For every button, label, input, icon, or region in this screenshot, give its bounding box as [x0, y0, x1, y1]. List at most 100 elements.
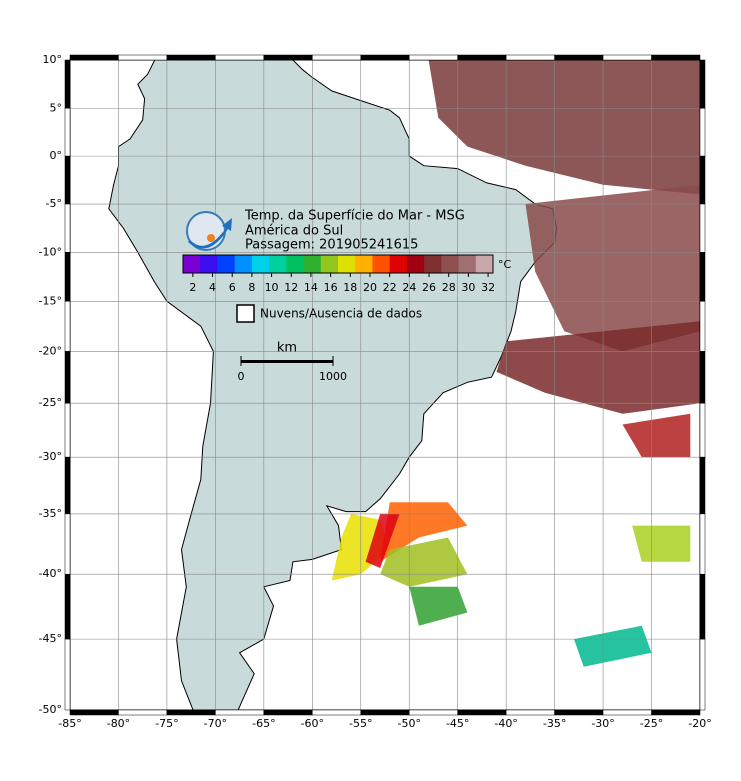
lon-tick-label: -50°	[397, 717, 420, 730]
scale-unit: km	[277, 341, 297, 356]
overlay: Temp. da Superfície do Mar - MSG América…	[39, 53, 712, 730]
colorbar-segment	[475, 255, 494, 273]
colorbar-segment	[458, 255, 477, 273]
sst-patch	[428, 60, 700, 195]
frame-bar	[699, 59, 706, 109]
frame-bar	[64, 402, 71, 458]
lon-tick-label: -85°	[58, 717, 81, 730]
colorbar-tick-label: 32	[481, 281, 495, 294]
frame-bar	[312, 54, 362, 61]
title: Temp. da Superfície do Mar - MSG	[244, 209, 465, 224]
colorbar-tick-label: 10	[265, 281, 279, 294]
frame-bar	[699, 573, 706, 640]
scale-tick-label: 1000	[319, 370, 347, 383]
frame-bar	[651, 709, 701, 716]
frame-bar	[64, 351, 71, 404]
sst-patch	[622, 413, 691, 458]
frame-bar	[699, 155, 706, 205]
lon-tick-label: -65°	[252, 717, 275, 730]
frame-bar	[554, 709, 604, 716]
sst-patch	[525, 184, 700, 352]
sst-patch	[632, 525, 691, 562]
lat-tick-label: 10°	[43, 53, 63, 66]
colorbar-segment	[183, 255, 201, 273]
lat-tick-label: -5°	[46, 197, 62, 210]
colorbar-segment	[200, 255, 218, 273]
frame-bar	[602, 54, 652, 61]
colorbar-tick-label: 20	[363, 281, 377, 294]
subtitle: América do Sul	[245, 224, 343, 239]
frame-bar	[699, 456, 706, 515]
colorbar-segment	[251, 255, 270, 273]
colorbar-segment	[389, 255, 408, 273]
colorbar-tick-label: 12	[284, 281, 298, 294]
colorbar-segment	[406, 255, 425, 273]
lon-tick-label: -20°	[688, 717, 711, 730]
colorbar-unit: °C	[498, 258, 512, 271]
lat-tick-label: -25°	[39, 396, 62, 409]
lat-tick-label: -35°	[39, 507, 62, 520]
sst-patch	[365, 513, 400, 568]
colorbar-tick-label: 16	[324, 281, 338, 294]
colorbar-segment	[320, 255, 339, 273]
frame-bar	[457, 54, 507, 61]
colorbar-segment	[217, 255, 236, 273]
frame-bar	[699, 351, 706, 404]
lon-tick-label: -55°	[349, 717, 372, 730]
colorbar-tick-label: 8	[248, 281, 255, 294]
frame-bar	[360, 709, 410, 716]
colorbar-segment	[286, 255, 305, 273]
frame-bar	[457, 709, 507, 716]
colorbar-tick-label: 24	[402, 281, 416, 294]
colorbar-tick-label: 2	[189, 281, 196, 294]
frame-bar	[64, 155, 71, 205]
frame-bar	[64, 513, 71, 575]
lat-tick-label: -30°	[39, 450, 62, 463]
frame-bar	[505, 54, 555, 61]
frame-bar	[263, 709, 313, 716]
lat-tick-label: -40°	[39, 567, 62, 580]
colorbar-tick-label: 14	[304, 281, 318, 294]
lon-tick-label: -40°	[494, 717, 517, 730]
frame-bar	[64, 59, 71, 109]
frame-bar	[64, 252, 71, 302]
frame-bar	[699, 402, 706, 458]
lat-tick-label: -50°	[39, 703, 62, 716]
no-data-swatch	[236, 304, 255, 323]
no-data-label: Nuvens/Ausencia de dados	[260, 307, 422, 321]
lat-tick-label: -45°	[39, 632, 62, 645]
frame-bar	[64, 301, 71, 352]
colorbar-segment	[424, 255, 442, 273]
frame-bar	[602, 709, 652, 716]
frame-bar	[408, 54, 458, 61]
colorbar-tick-label: 28	[442, 281, 456, 294]
sst-patch	[409, 586, 468, 626]
colorbar-segment	[269, 255, 287, 273]
scale-bar	[241, 360, 333, 363]
frame-bar	[699, 203, 706, 253]
scale-tick-label: 0	[238, 370, 245, 383]
lat-tick-label: 5°	[50, 101, 63, 114]
frame-bar	[215, 709, 265, 716]
frame-bar	[651, 54, 701, 61]
frame-bar	[699, 108, 706, 157]
frame-bar	[64, 573, 71, 640]
frame-bar	[64, 108, 71, 157]
colorbar-segment	[355, 255, 373, 273]
frame-bar	[699, 513, 706, 575]
colorbar-segment	[234, 255, 253, 273]
colorbar-tick-label: 18	[343, 281, 357, 294]
frame-bar	[64, 638, 71, 711]
pass-time: Passagem: 201905241615	[245, 238, 418, 253]
lon-tick-label: -60°	[301, 717, 324, 730]
colorbar-segment	[338, 255, 356, 273]
lon-tick-label: -45°	[446, 717, 469, 730]
frame-bar	[263, 54, 313, 61]
lon-tick-label: -25°	[640, 717, 663, 730]
logo-arrow	[188, 218, 232, 249]
colorbar-segment	[372, 255, 391, 273]
frame-bar	[118, 709, 168, 716]
frame-bar	[118, 54, 168, 61]
colorbar-tick-label: 22	[383, 281, 397, 294]
